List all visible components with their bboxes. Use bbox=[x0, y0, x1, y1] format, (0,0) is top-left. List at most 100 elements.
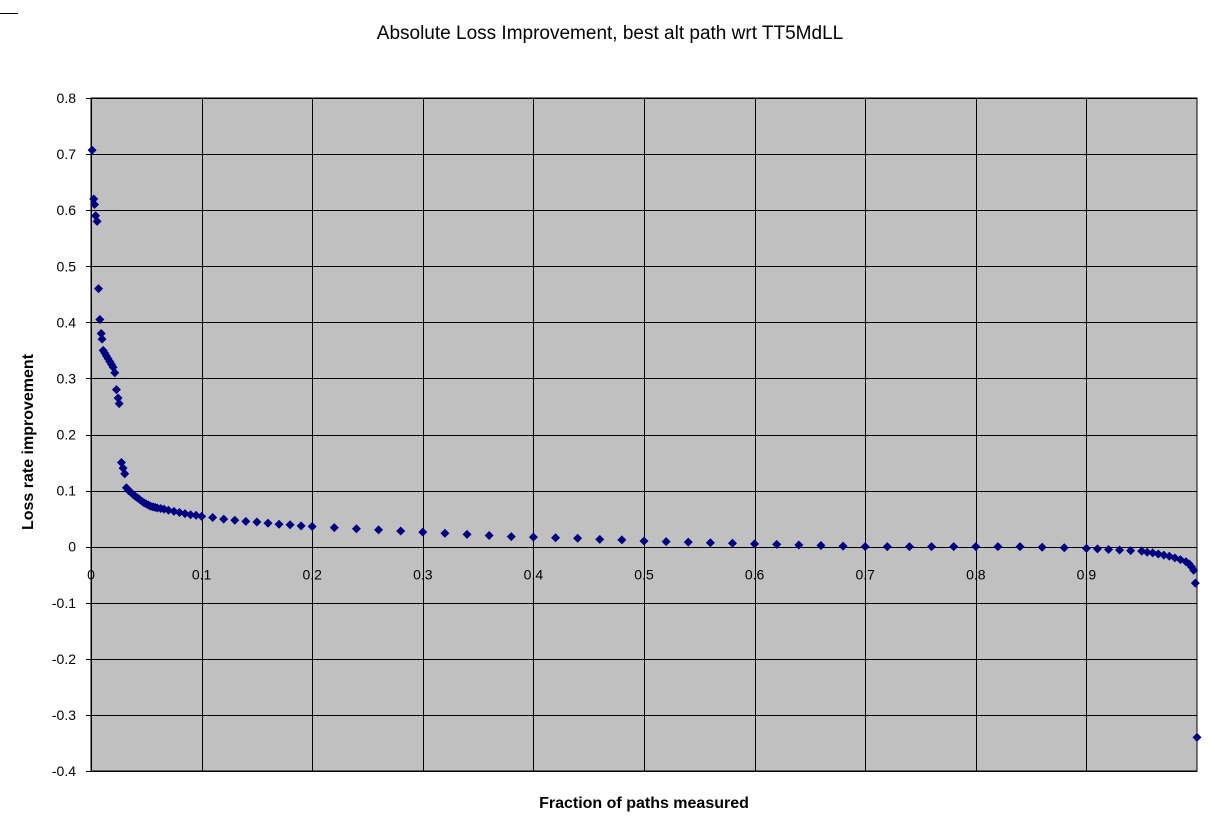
y-tick-label: 0.8 bbox=[57, 90, 77, 106]
data-point bbox=[440, 528, 450, 538]
data-point bbox=[838, 541, 848, 551]
data-point bbox=[96, 329, 106, 339]
y-tick-label: 0.1 bbox=[57, 483, 77, 499]
data-point bbox=[904, 542, 914, 552]
data-point bbox=[639, 536, 649, 546]
data-point bbox=[329, 523, 339, 533]
x-tick-label: 0 bbox=[87, 567, 95, 583]
x-tick-label: 0.6 bbox=[745, 567, 765, 583]
data-point bbox=[92, 216, 102, 226]
data-points bbox=[87, 145, 1202, 742]
data-point bbox=[285, 520, 295, 530]
x-tick-label: 0.7 bbox=[855, 567, 875, 583]
data-point bbox=[860, 542, 870, 552]
data-point bbox=[595, 534, 605, 544]
gridlines bbox=[91, 98, 1197, 772]
data-point bbox=[219, 514, 229, 524]
data-point bbox=[94, 284, 104, 294]
data-point bbox=[1059, 543, 1069, 553]
y-tick-label: 0.4 bbox=[57, 314, 77, 330]
x-tick-label: 0.5 bbox=[634, 567, 654, 583]
data-point bbox=[1015, 542, 1025, 552]
data-point bbox=[816, 541, 826, 551]
data-point bbox=[750, 539, 760, 549]
data-point bbox=[95, 315, 105, 325]
x-tick-label: 0.1 bbox=[192, 567, 212, 583]
data-point bbox=[551, 533, 561, 543]
data-point bbox=[1189, 565, 1199, 575]
y-axis-title: Loss rate improvement bbox=[20, 353, 37, 530]
y-tick-label: 0 bbox=[68, 539, 76, 555]
data-point bbox=[661, 537, 671, 547]
data-point bbox=[772, 539, 782, 549]
y-tick-label: -0.1 bbox=[52, 595, 76, 611]
y-tick-label: -0.4 bbox=[52, 763, 76, 779]
data-point bbox=[484, 530, 494, 540]
data-point bbox=[263, 518, 273, 528]
chart-title: Absolute Loss Improvement, best alt path… bbox=[377, 23, 843, 44]
data-point bbox=[528, 532, 538, 542]
x-tick-label: 0.9 bbox=[1077, 567, 1097, 583]
data-point bbox=[418, 527, 428, 537]
data-point bbox=[120, 469, 130, 479]
data-point bbox=[1037, 542, 1047, 552]
data-point bbox=[1092, 544, 1102, 554]
data-point bbox=[1142, 547, 1152, 557]
data-point bbox=[230, 515, 240, 525]
x-tick-label: 0.2 bbox=[302, 567, 322, 583]
data-point bbox=[705, 538, 715, 548]
data-point bbox=[683, 537, 693, 547]
data-point bbox=[1104, 544, 1114, 554]
y-tick-label: -0.2 bbox=[52, 651, 76, 667]
x-axis-ticks: 0 0.1 0.2 0.3 0.4 0.5 0.6 0.7 0.8 0.9 bbox=[87, 547, 1097, 583]
data-point bbox=[374, 525, 384, 535]
y-tick-label: 0.6 bbox=[57, 202, 77, 218]
data-point bbox=[186, 510, 196, 520]
y-tick-label: 0.5 bbox=[57, 258, 77, 274]
data-point bbox=[197, 511, 207, 521]
data-point bbox=[949, 542, 959, 552]
data-point bbox=[90, 200, 100, 210]
x-tick-label: 0.3 bbox=[413, 567, 433, 583]
data-point bbox=[1192, 732, 1202, 742]
data-point bbox=[1081, 543, 1091, 553]
y-tick-label: 0.3 bbox=[57, 370, 77, 386]
data-point bbox=[252, 517, 262, 527]
data-point bbox=[462, 529, 472, 539]
y-tick-label: 0.2 bbox=[57, 427, 77, 443]
data-point bbox=[208, 513, 218, 523]
y-tick-label: -0.3 bbox=[52, 707, 76, 723]
data-point bbox=[89, 194, 99, 204]
y-tick-label: 0.7 bbox=[57, 146, 77, 162]
data-point bbox=[573, 533, 583, 543]
data-point bbox=[1126, 546, 1136, 556]
data-point bbox=[296, 521, 306, 531]
data-point bbox=[1190, 578, 1200, 588]
data-point bbox=[114, 399, 124, 409]
data-point bbox=[882, 542, 892, 552]
data-point bbox=[351, 524, 361, 534]
data-point bbox=[274, 519, 284, 529]
data-point bbox=[396, 526, 406, 536]
x-tick-label: 0.4 bbox=[524, 567, 544, 583]
data-point bbox=[307, 521, 317, 531]
data-point bbox=[110, 368, 120, 378]
data-point bbox=[971, 542, 981, 552]
data-point bbox=[993, 542, 1003, 552]
x-axis-title: Fraction of paths measured bbox=[539, 795, 749, 812]
data-point bbox=[97, 334, 107, 344]
data-point bbox=[87, 145, 97, 155]
data-point bbox=[727, 538, 737, 548]
data-point bbox=[1115, 545, 1125, 555]
x-tick-label: 0.8 bbox=[966, 567, 986, 583]
data-point bbox=[241, 516, 251, 526]
data-point bbox=[617, 535, 627, 545]
data-point bbox=[927, 542, 937, 552]
y-axis-ticks: 0.8 0.7 0.6 0.5 0.4 0.3 0.2 0.1 0 -0.1 -0.2 -0.3 -0.… bbox=[52, 90, 1197, 779]
data-point bbox=[163, 505, 173, 515]
data-point bbox=[111, 385, 121, 395]
data-point bbox=[506, 532, 516, 542]
data-point bbox=[794, 540, 804, 550]
data-point bbox=[113, 393, 123, 403]
